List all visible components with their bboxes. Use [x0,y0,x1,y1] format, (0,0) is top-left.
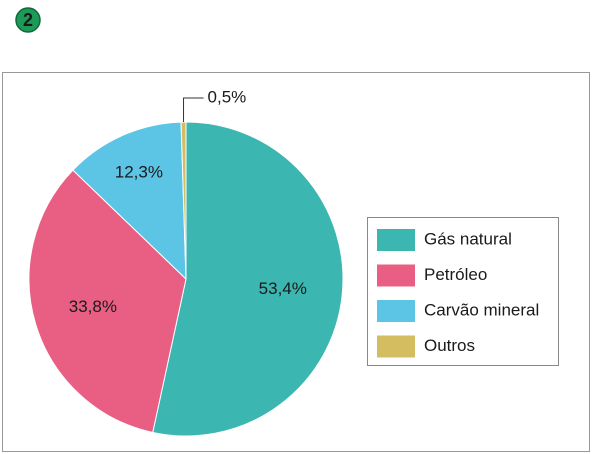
data-label: 33,8% [69,297,117,316]
legend-swatch [377,264,415,287]
badge-circle [15,7,41,33]
legend-swatch [377,229,415,251]
pie-slice [28,169,187,434]
data-label: 53,4% [259,279,307,298]
pie-slice [152,121,344,437]
data-label: 12,3% [115,162,163,181]
badge: 2 [23,10,33,30]
legend-label: Carvão mineral [424,300,539,319]
legend-swatch [377,300,415,322]
legend-swatch [377,335,415,358]
legend-label: Gás natural [424,229,512,248]
pie-slice [72,121,187,281]
legend-label: Outros [424,336,475,355]
data-label: 0,5% [208,88,247,107]
leader-line [183,97,204,123]
chart-frame [2,72,590,452]
legend-label: Petróleo [424,265,487,284]
